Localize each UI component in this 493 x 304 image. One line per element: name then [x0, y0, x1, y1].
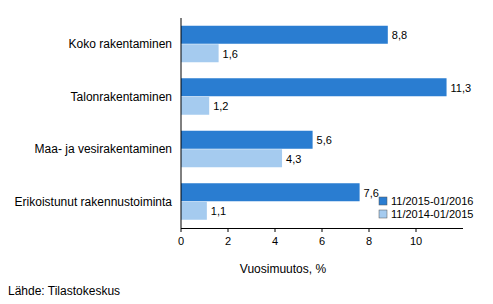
category-label: Talonrakentaminen — [71, 90, 172, 104]
legend-swatch — [379, 210, 387, 218]
tick-label: 2 — [225, 235, 231, 247]
bars — [181, 26, 447, 220]
tick-label: 6 — [319, 235, 325, 247]
category-label: Maa- ja vesirakentaminen — [35, 142, 172, 156]
data-label: 1,6 — [223, 48, 238, 60]
data-label: 1,2 — [213, 100, 228, 112]
tick — [181, 228, 182, 232]
bar — [181, 44, 219, 62]
category-label: Erikoistunut rakennustoiminta — [15, 195, 173, 209]
bar — [181, 131, 313, 149]
category-label: Koko rakentaminen — [69, 37, 172, 51]
tick-label: 10 — [410, 235, 422, 247]
data-label: 5,6 — [317, 134, 332, 146]
data-labels: 8,8 11,3 5,6 7,6 1,6 1,2 4,3 1,1 — [211, 29, 471, 217]
bar — [181, 26, 388, 44]
bar — [181, 97, 209, 115]
tick — [322, 228, 323, 232]
bar — [181, 78, 447, 96]
x-axis-label: Vuosimuutos, % — [240, 262, 327, 276]
tick-label: 4 — [272, 235, 278, 247]
chart: 8,8 11,3 5,6 7,6 1,6 1,2 4,3 1,1 Koko rakentamin… — [0, 0, 493, 304]
tick-label: 8 — [366, 235, 372, 247]
legend-swatch — [379, 197, 387, 205]
bar — [181, 183, 360, 201]
legend: 11/2015-01/201611/2014-01/2015 — [379, 195, 473, 220]
tick — [369, 228, 370, 232]
tick — [275, 228, 276, 232]
tick — [228, 228, 229, 232]
data-label: 7,6 — [364, 187, 379, 199]
legend-label: 11/2015-01/2016 — [391, 195, 473, 207]
y-axis — [181, 18, 182, 228]
data-label: 8,8 — [392, 29, 407, 41]
source: Lähde: Tilastokeskus — [8, 284, 120, 298]
data-label: 1,1 — [211, 205, 226, 217]
data-label: 4,3 — [286, 153, 301, 165]
bar — [181, 149, 282, 167]
tick-label: 0 — [178, 235, 184, 247]
bar — [181, 202, 207, 220]
legend-label: 11/2014-01/2015 — [391, 208, 473, 220]
data-label: 11,3 — [451, 82, 472, 94]
tick — [416, 228, 417, 232]
